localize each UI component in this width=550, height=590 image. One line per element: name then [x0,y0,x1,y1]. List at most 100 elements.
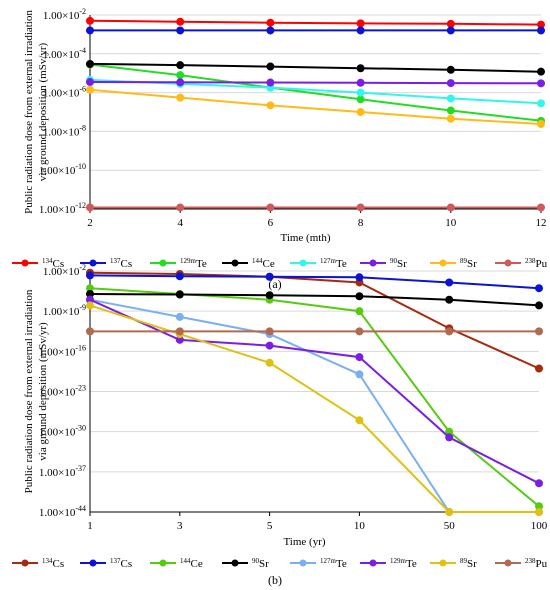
data-point [535,479,543,488]
y-tick-label: 1.00×10-37 [39,464,86,479]
legend-swatch-marker [369,559,377,567]
data-point [445,278,454,287]
data-point [535,508,543,516]
data-point [175,327,184,336]
legend-label: 129mTe [180,257,207,270]
data-point [446,65,455,74]
data-point [356,95,365,104]
legend-label: 134Cs [42,557,64,570]
data-point [537,120,545,129]
data-point [266,26,275,35]
data-point [266,203,275,212]
y-tick-label: 1.00×10-30 [39,424,86,439]
legend-swatch-marker [89,559,97,567]
legend-swatch-marker [504,259,512,267]
y-tick-label: 1.00×10-2 [43,7,86,22]
data-point [355,307,364,316]
data-point [535,364,543,373]
series-line [89,63,542,122]
panel-label: (a) [268,277,281,291]
x-tick-label: 1 [87,520,93,532]
data-point [175,290,184,299]
data-point [537,26,545,35]
data-point [176,61,185,70]
y-tick-label: 1.00×10-6 [43,85,86,100]
x-tick-label: 2 [87,217,93,229]
data-point [176,26,185,35]
data-point [355,292,364,301]
data-point [86,59,94,68]
legend-swatch-marker [21,259,29,267]
x-tick-label: 10 [354,520,366,532]
data-point [175,312,184,321]
data-point [355,327,364,336]
data-point [86,327,94,336]
data-point [266,101,275,110]
data-point [266,62,275,71]
data-point [445,327,454,336]
data-point [266,18,275,27]
data-point [537,79,545,88]
legend-swatch-marker [21,559,29,567]
chart-panel-a: 1.00×10-2 1.00×10-4 1.00×10-6 1.00×10-8 1.00… [12,7,548,291]
x-axis-title: Time (yr) [283,536,325,548]
data-point [265,358,274,367]
legend-swatch-marker [299,559,307,567]
y-tick-label: 1.00×10-23 [39,384,86,399]
data-point [446,26,455,35]
series-line [89,304,539,513]
panel-label: (b) [268,573,282,587]
series-line [89,81,542,85]
data-point [355,370,364,379]
legend-label: 137Cs [110,257,132,270]
y-tick-label: 1.00×10-16 [39,343,86,358]
legend-label: 90Sr [390,257,407,270]
legend-swatch-marker [231,559,239,567]
data-point [86,26,94,35]
data-point [265,341,274,350]
data-point [355,353,364,362]
data-point [356,26,365,35]
series-line [89,274,540,290]
data-point [535,327,543,336]
series-line [89,62,542,73]
data-point [356,78,365,87]
legend-label: 127mTe [320,257,347,270]
data-point [537,67,545,76]
series-line [89,271,540,370]
data-point [265,327,274,336]
x-tick-label: 4 [177,217,183,229]
data-point [446,114,455,123]
data-point [86,203,94,212]
x-tick-label: 10 [445,217,457,229]
y-tick-label: 1.00×10-12 [39,201,86,216]
data-point [356,88,365,97]
legend-label: 129mTe [390,557,417,570]
series-line [89,287,540,508]
data-point [355,416,364,425]
data-point [86,16,94,25]
y-axis-title: via ground deposition (mSv/yr) [37,42,49,181]
data-point [86,271,94,280]
data-point [445,295,454,304]
data-point [175,272,184,281]
x-tick-label: 50 [444,520,456,532]
data-point [176,17,185,26]
legend-swatch-marker [231,259,239,267]
legend-swatch-marker [89,259,97,267]
legend-swatch-marker [159,259,167,267]
x-tick-label: 8 [358,217,364,229]
y-tick-label: 1.00×10-2 [43,263,86,278]
y-axis-title: Public radiation dose from external irra… [23,10,35,214]
data-point [176,78,185,87]
data-point [265,291,274,300]
data-point [535,301,543,310]
chart-panel-b: 1.00×10-2 1.00×10-9 1.00×10-16 1.00×10-23 1.… [12,263,548,587]
data-point [537,203,545,212]
data-point [446,106,455,115]
data-point [86,78,94,87]
x-axis-title: Time (mth) [280,232,330,244]
series-line [89,293,540,307]
legend-label: 127mTe [320,557,347,570]
